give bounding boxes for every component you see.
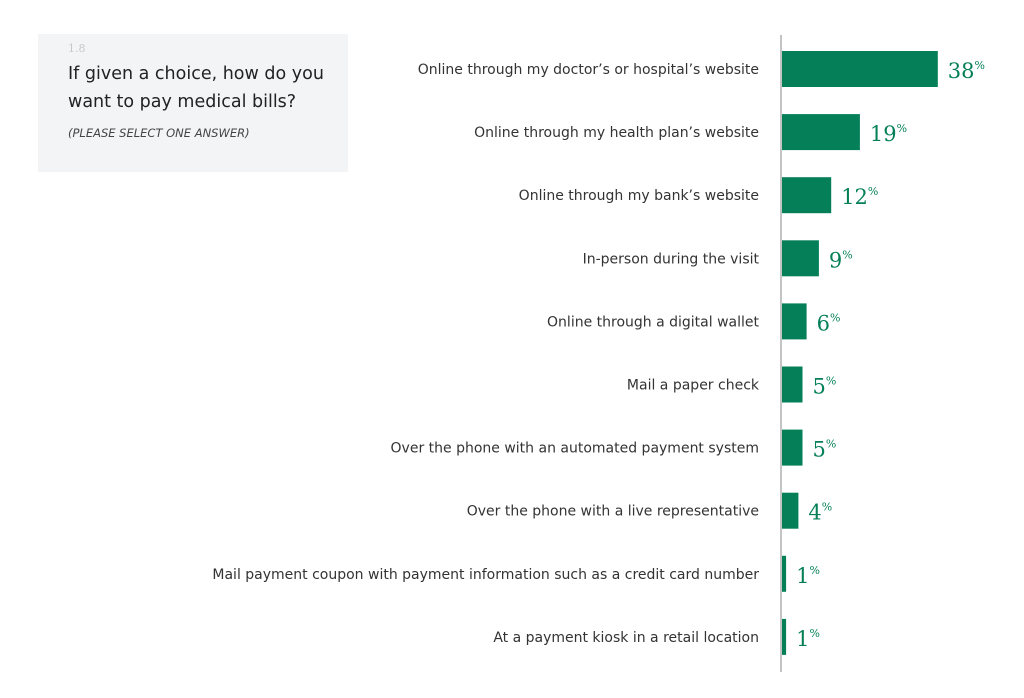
category-label: Over the phone with a live representativ… (467, 504, 759, 520)
value-label: 1% (796, 564, 820, 588)
value-number: 19 (870, 122, 897, 146)
category-label: In-person during the visit (583, 251, 760, 267)
value-label: 5% (813, 438, 837, 462)
value-label: 5% (813, 375, 837, 399)
value-number: 1 (796, 627, 809, 651)
value-number: 9 (829, 248, 842, 272)
value-unit: % (868, 185, 878, 198)
value-number: 38 (948, 59, 975, 83)
value-label: 38% (948, 59, 985, 83)
bar (782, 51, 938, 87)
value-label: 6% (817, 311, 841, 335)
category-label: Online through my bank’s website (519, 188, 759, 204)
value-label: 4% (808, 501, 832, 525)
question-subtitle: (PLEASE SELECT ONE ANSWER) (68, 126, 250, 140)
category-label: Over the phone with an automated payment… (391, 441, 759, 457)
value-unit: % (842, 248, 852, 261)
value-unit: % (809, 564, 819, 577)
value-label: 1% (796, 627, 820, 651)
bar (782, 429, 803, 466)
category-label: At a payment kiosk in a retail location (493, 630, 759, 646)
value-number: 4 (808, 501, 821, 525)
value-label: 9% (829, 248, 853, 272)
category-label: Mail payment coupon with payment informa… (212, 567, 759, 583)
bar (782, 240, 819, 277)
bar (782, 177, 832, 214)
value-unit: % (826, 375, 836, 388)
value-number: 12 (841, 185, 868, 209)
value-label: 12% (841, 185, 878, 209)
bar (782, 303, 807, 340)
question-title: If given a choice, how do you want to pa… (68, 64, 324, 112)
question-number: 1.8 (68, 42, 86, 55)
value-number: 1 (796, 564, 809, 588)
bar (782, 618, 787, 655)
value-unit: % (822, 501, 832, 514)
category-label: Mail a paper check (627, 378, 760, 394)
bar (782, 492, 799, 529)
bar (782, 555, 787, 592)
value-number: 5 (813, 375, 826, 399)
value-number: 5 (813, 438, 826, 462)
bar (782, 366, 803, 403)
bar (782, 114, 860, 151)
value-unit: % (897, 122, 907, 135)
value-label: 19% (870, 122, 907, 146)
value-unit: % (826, 438, 836, 451)
value-number: 6 (817, 311, 830, 335)
value-unit: % (809, 627, 819, 640)
category-label: Online through a digital wallet (547, 314, 759, 330)
question-box: 1.8 If given a choice, how do you want t… (38, 34, 348, 172)
value-unit: % (830, 311, 840, 324)
value-unit: % (975, 59, 985, 72)
category-label: Online through my health plan’s website (474, 125, 759, 141)
category-label: Online through my doctor’s or hospital’s… (418, 62, 759, 78)
